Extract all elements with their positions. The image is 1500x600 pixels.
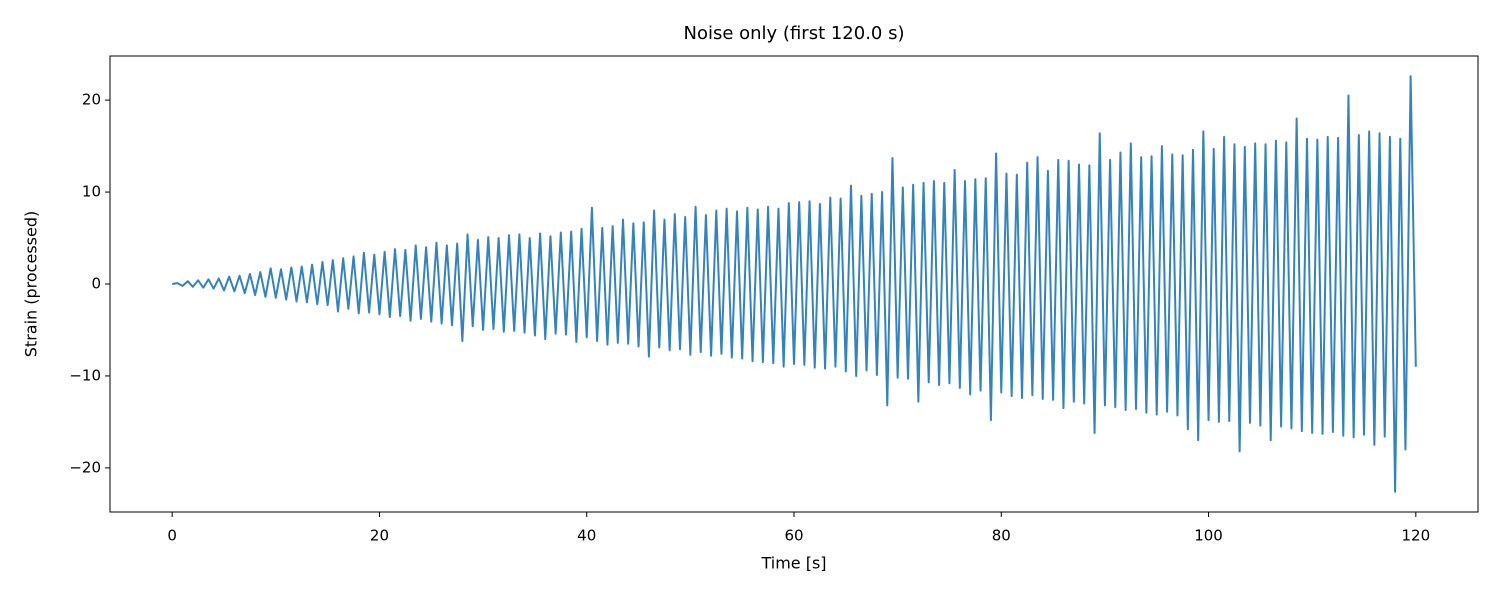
x-axis-label: Time [s]	[760, 554, 826, 573]
x-tick-label: 20	[370, 527, 389, 545]
y-tick-label: 10	[82, 183, 101, 201]
x-tick-label: 40	[577, 527, 596, 545]
data-line	[172, 75, 1417, 493]
chart-title: Noise only (first 120.0 s)	[683, 23, 904, 44]
y-tick-label: −20	[69, 458, 101, 476]
x-tick-label: 100	[1194, 527, 1223, 545]
y-axis-label: Strain (processed)	[22, 211, 41, 357]
y-tick-label: 0	[91, 275, 101, 293]
y-tick-label: 20	[82, 91, 101, 109]
x-tick-label: 80	[992, 527, 1011, 545]
y-tick-label: −10	[69, 366, 101, 384]
x-tick-label: 0	[167, 527, 177, 545]
x-tick-label: 60	[784, 527, 803, 545]
x-tick-label: 120	[1401, 527, 1430, 545]
